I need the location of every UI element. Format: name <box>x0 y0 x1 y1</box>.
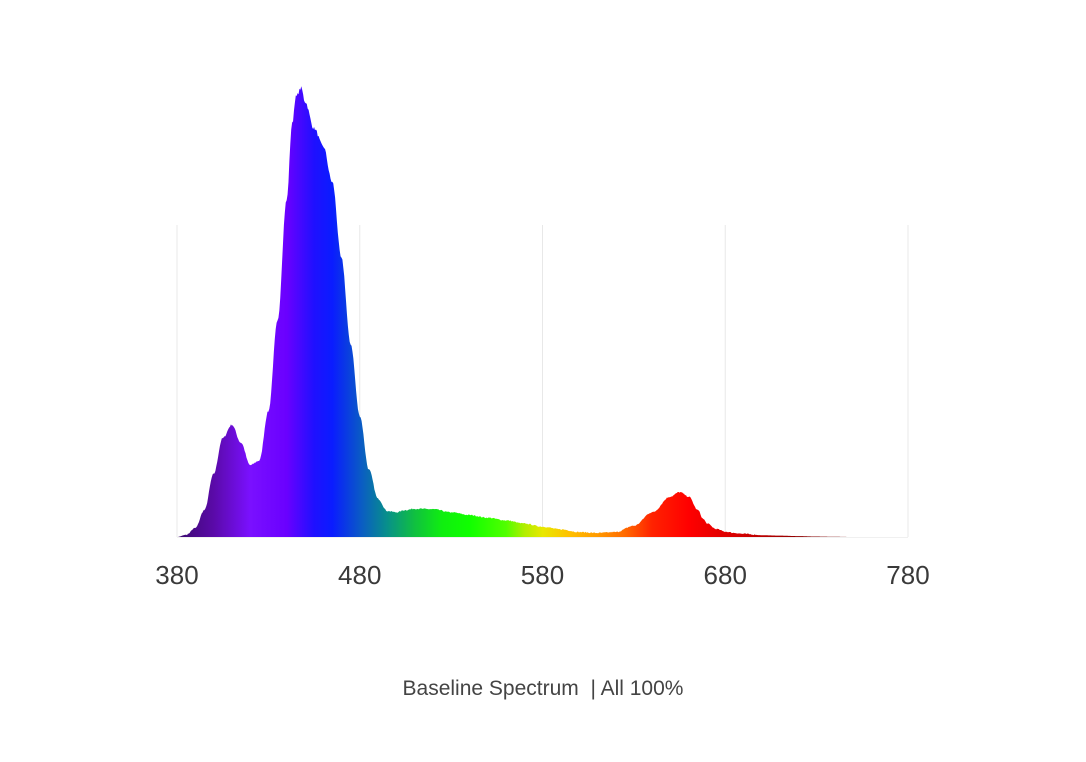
x-tick-label-780: 780 <box>886 560 929 590</box>
chart-caption: Baseline Spectrum | All 100% <box>402 677 684 700</box>
x-tick-label-580: 580 <box>521 560 564 590</box>
spectrum-area <box>177 86 908 537</box>
x-tick-label-380: 380 <box>155 560 198 590</box>
x-tick-label-680: 680 <box>704 560 747 590</box>
x-axis-ticks: 380 480 580 680 780 <box>155 560 929 590</box>
plot-area <box>177 86 908 538</box>
x-tick-label-480: 480 <box>338 560 381 590</box>
